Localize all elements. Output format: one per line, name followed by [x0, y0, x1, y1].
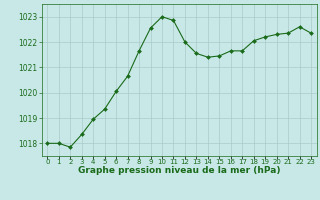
X-axis label: Graphe pression niveau de la mer (hPa): Graphe pression niveau de la mer (hPa): [78, 166, 280, 175]
